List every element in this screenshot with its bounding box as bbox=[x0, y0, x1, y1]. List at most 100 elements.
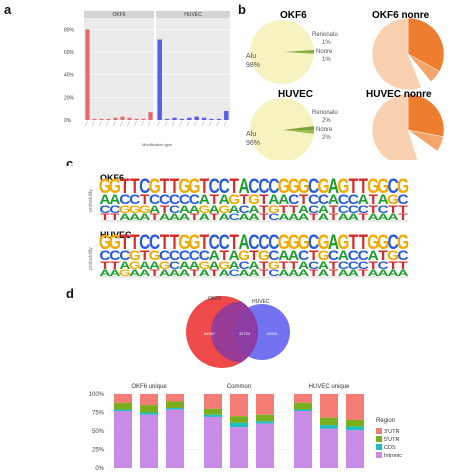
logo-letter-huvec: T bbox=[110, 259, 120, 271]
logo-letter-huvec: A bbox=[149, 259, 160, 271]
panel-d-bar-segment bbox=[140, 412, 158, 415]
panel-a-bar bbox=[99, 118, 104, 120]
panel-d-bar-segment bbox=[204, 394, 222, 409]
panel-a-facet-bg bbox=[84, 18, 154, 120]
logo-letter-huvec: A bbox=[139, 259, 150, 271]
panel-d-legend-label: Intronic bbox=[384, 453, 402, 459]
panel-a-bar bbox=[127, 117, 132, 120]
logo-letter-huvec: G bbox=[218, 259, 230, 271]
panel-d-bar-segment bbox=[256, 423, 274, 468]
pie-okf6-slice bbox=[282, 52, 314, 55]
logo-letter-okf6: A bbox=[139, 212, 150, 222]
panel-a-xtick bbox=[99, 120, 102, 127]
panel-d-bar-segment bbox=[294, 402, 312, 410]
logo-letter-okf6: A bbox=[149, 203, 160, 215]
panel-a-xtick bbox=[141, 120, 144, 127]
logo-letter-huvec: T bbox=[210, 268, 220, 278]
panel-a-bar bbox=[209, 118, 214, 120]
panel-a-xtick bbox=[85, 120, 88, 127]
panel-a-bar bbox=[164, 118, 170, 120]
logo-letter-huvec: G bbox=[198, 259, 210, 271]
logo-letter-okf6: A bbox=[248, 203, 259, 215]
panel-d-legend-swatch bbox=[376, 428, 382, 434]
logo-letter-huvec: A bbox=[397, 268, 408, 278]
logo-letter-okf6: C bbox=[397, 193, 409, 208]
logo-letter-huvec: A bbox=[318, 268, 329, 278]
logo-letter-huvec: A bbox=[209, 259, 220, 271]
logo-letter-okf6: C bbox=[179, 193, 191, 208]
logo-letter-okf6: A bbox=[229, 203, 240, 215]
logo-letter-huvec: C bbox=[268, 268, 279, 278]
logo-letter-okf6: C bbox=[139, 174, 150, 198]
panel-d-bar-segment bbox=[294, 394, 312, 403]
logo-letter-huvec: C bbox=[358, 259, 369, 271]
logo-letter-huvec: T bbox=[190, 268, 200, 278]
pie-okf6-slice bbox=[250, 19, 314, 85]
logo-letter-okf6: T bbox=[130, 174, 140, 198]
panel-a-facet-strip bbox=[156, 11, 230, 18]
logo-letter-huvec: T bbox=[259, 268, 269, 278]
logo-letter-okf6: C bbox=[109, 203, 120, 215]
panel-d-bar-segment bbox=[230, 422, 248, 428]
logo-letter-okf6: T bbox=[359, 212, 369, 222]
venn-label-huvec: HUVEC bbox=[252, 299, 270, 305]
logo-letter-okf6: A bbox=[248, 212, 259, 222]
logo-letter-huvec: A bbox=[288, 249, 300, 264]
logo-letter-okf6: A bbox=[238, 174, 249, 198]
logo-letter-huvec: C bbox=[358, 249, 370, 264]
panel-a-chart: 80% 60% 40% 20% 0% OKF6 HUVEC Modification type bbox=[64, 11, 230, 147]
logo-letter-huvec: T bbox=[150, 268, 160, 278]
logo-letter-huvec: G bbox=[188, 230, 200, 254]
logo-letter-okf6: A bbox=[129, 212, 140, 222]
logo-letter-huvec: A bbox=[219, 268, 230, 278]
logo-letter-okf6: A bbox=[219, 212, 230, 222]
panel-b-pies: OKF6 OKF6 nonre HUVEC HUVEC nonre Alu 98… bbox=[246, 10, 445, 160]
panel-d-bar-segment bbox=[294, 409, 312, 412]
logo-letter-okf6: A bbox=[328, 193, 340, 208]
logo-letter-okf6: C bbox=[248, 174, 259, 198]
panel-d-bar-segment bbox=[346, 419, 364, 427]
panel-a-xtick bbox=[172, 120, 175, 127]
logo-letter-okf6: A bbox=[368, 212, 379, 222]
panel-a-xtick bbox=[113, 120, 116, 127]
logo-letter-huvec: A bbox=[248, 259, 259, 271]
logo-letter-huvec: A bbox=[248, 268, 259, 278]
pie-huvec-nonre-slice bbox=[407, 93, 445, 138]
panel-a-bar bbox=[148, 112, 153, 120]
logo-letter-huvec: A bbox=[378, 268, 389, 278]
logo-letter-huvec: C bbox=[387, 230, 398, 254]
logo-letter-okf6: G bbox=[337, 174, 349, 198]
logo-letter-huvec: C bbox=[189, 249, 201, 264]
logo-letter-huvec: C bbox=[169, 259, 180, 271]
logo-letter-okf6: T bbox=[120, 174, 130, 198]
logo-letter-okf6: C bbox=[238, 203, 249, 215]
logo-letter-huvec: C bbox=[238, 259, 249, 271]
logo-letter-huvec: C bbox=[199, 249, 211, 264]
logo-letter-huvec: A bbox=[179, 268, 190, 278]
panel-d-group-title: Common bbox=[227, 384, 251, 390]
panel-a-ytick: 0% bbox=[64, 118, 72, 124]
panel-a-bar bbox=[179, 118, 185, 120]
logo-letter-okf6: G bbox=[318, 174, 330, 198]
logo-letter-okf6: T bbox=[100, 212, 110, 222]
logo-letter-okf6: A bbox=[338, 212, 349, 222]
logo-letter-okf6: A bbox=[278, 193, 290, 208]
logo-letter-okf6: A bbox=[209, 203, 220, 215]
logo-letter-huvec: G bbox=[318, 249, 330, 264]
logo-letter-huvec: A bbox=[139, 268, 150, 278]
panel-a-xtick bbox=[216, 120, 220, 127]
logo-letter-okf6: G bbox=[129, 203, 141, 215]
logo-letter-huvec: T bbox=[200, 230, 210, 254]
panel-letter-a: a bbox=[4, 2, 12, 17]
panel-a-xtitle: Modification type bbox=[142, 142, 173, 147]
logo-letter-okf6: T bbox=[388, 203, 398, 215]
logo-letter-okf6: T bbox=[289, 203, 299, 215]
logo-letter-okf6: C bbox=[318, 193, 330, 208]
logo-letter-huvec: A bbox=[368, 249, 380, 264]
pie-okf6-rerion-pct: 1% bbox=[322, 40, 331, 46]
panel-a-xtick bbox=[194, 120, 197, 127]
panel-a-ytick: 20% bbox=[64, 95, 75, 101]
logo-letter-huvec: C bbox=[139, 230, 150, 254]
logo-letter-huvec: G bbox=[159, 259, 171, 271]
panel-d-bar-segment bbox=[204, 414, 222, 417]
